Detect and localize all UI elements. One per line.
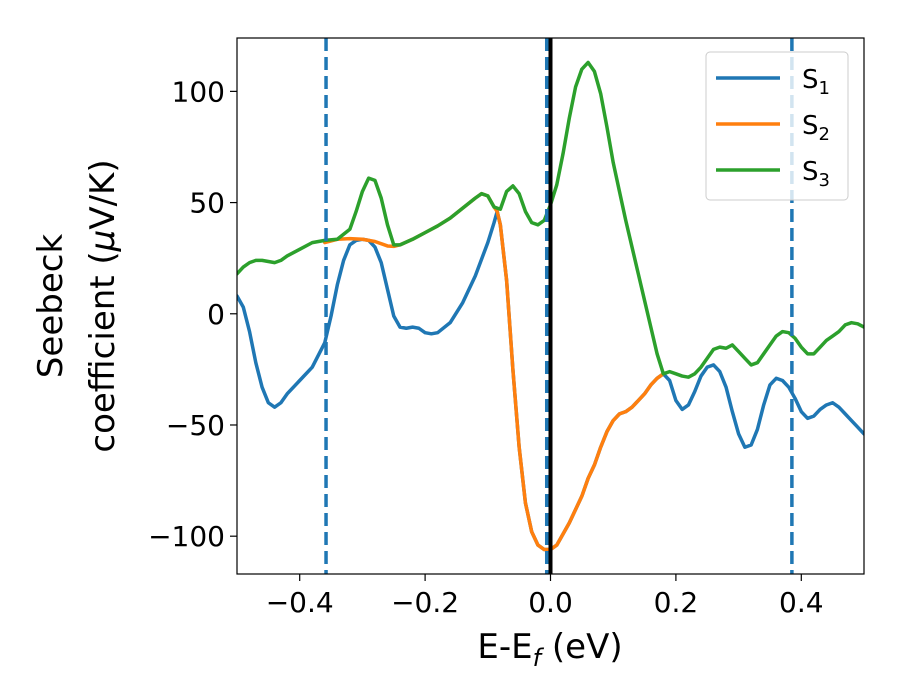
y-axis-title-line1: Seebeck xyxy=(31,234,71,379)
x-axis-ticks: −0.4 −0.2 0.0 0.2 0.4 xyxy=(266,574,824,619)
y-axis-title-prefix: coefficient ( xyxy=(83,251,123,452)
series-line-s3 xyxy=(237,60,864,379)
x-axis-title-unit: (eV) xyxy=(541,627,623,667)
legend: S1 S2 S3 xyxy=(705,51,849,201)
y-axis-ticks: −100 −50 0 50 100 xyxy=(148,75,237,553)
legend-label-s2: S2 xyxy=(802,111,830,145)
y-axis-title: Seebeck coefficient (μV/K) xyxy=(31,159,123,452)
y-tick-label: 0 xyxy=(207,298,225,331)
vertical-lines xyxy=(324,38,794,574)
x-tick-label: 0.4 xyxy=(779,586,824,619)
y-axis-title-line2: coefficient (μV/K) xyxy=(83,159,123,452)
y-axis-title-mu: μ xyxy=(83,230,123,253)
legend-label-s1: S1 xyxy=(802,65,830,99)
x-tick-label: −0.2 xyxy=(391,586,459,619)
x-axis-title: E-Ef (eV) xyxy=(477,627,622,672)
x-axis-title-main: E-E xyxy=(477,627,532,667)
y-axis-title-suffix: V/K) xyxy=(83,159,123,229)
x-tick-label: 0.2 xyxy=(654,586,699,619)
series-layer xyxy=(237,60,864,552)
y-tick-label: 100 xyxy=(172,75,225,108)
x-tick-label: 0.0 xyxy=(528,586,573,619)
y-tick-label: −50 xyxy=(166,409,225,442)
y-tick-label: 50 xyxy=(189,187,225,220)
x-tick-label: −0.4 xyxy=(266,586,334,619)
legend-box xyxy=(705,51,849,201)
legend-label-s3: S3 xyxy=(802,157,830,191)
y-tick-label: −100 xyxy=(148,520,225,553)
